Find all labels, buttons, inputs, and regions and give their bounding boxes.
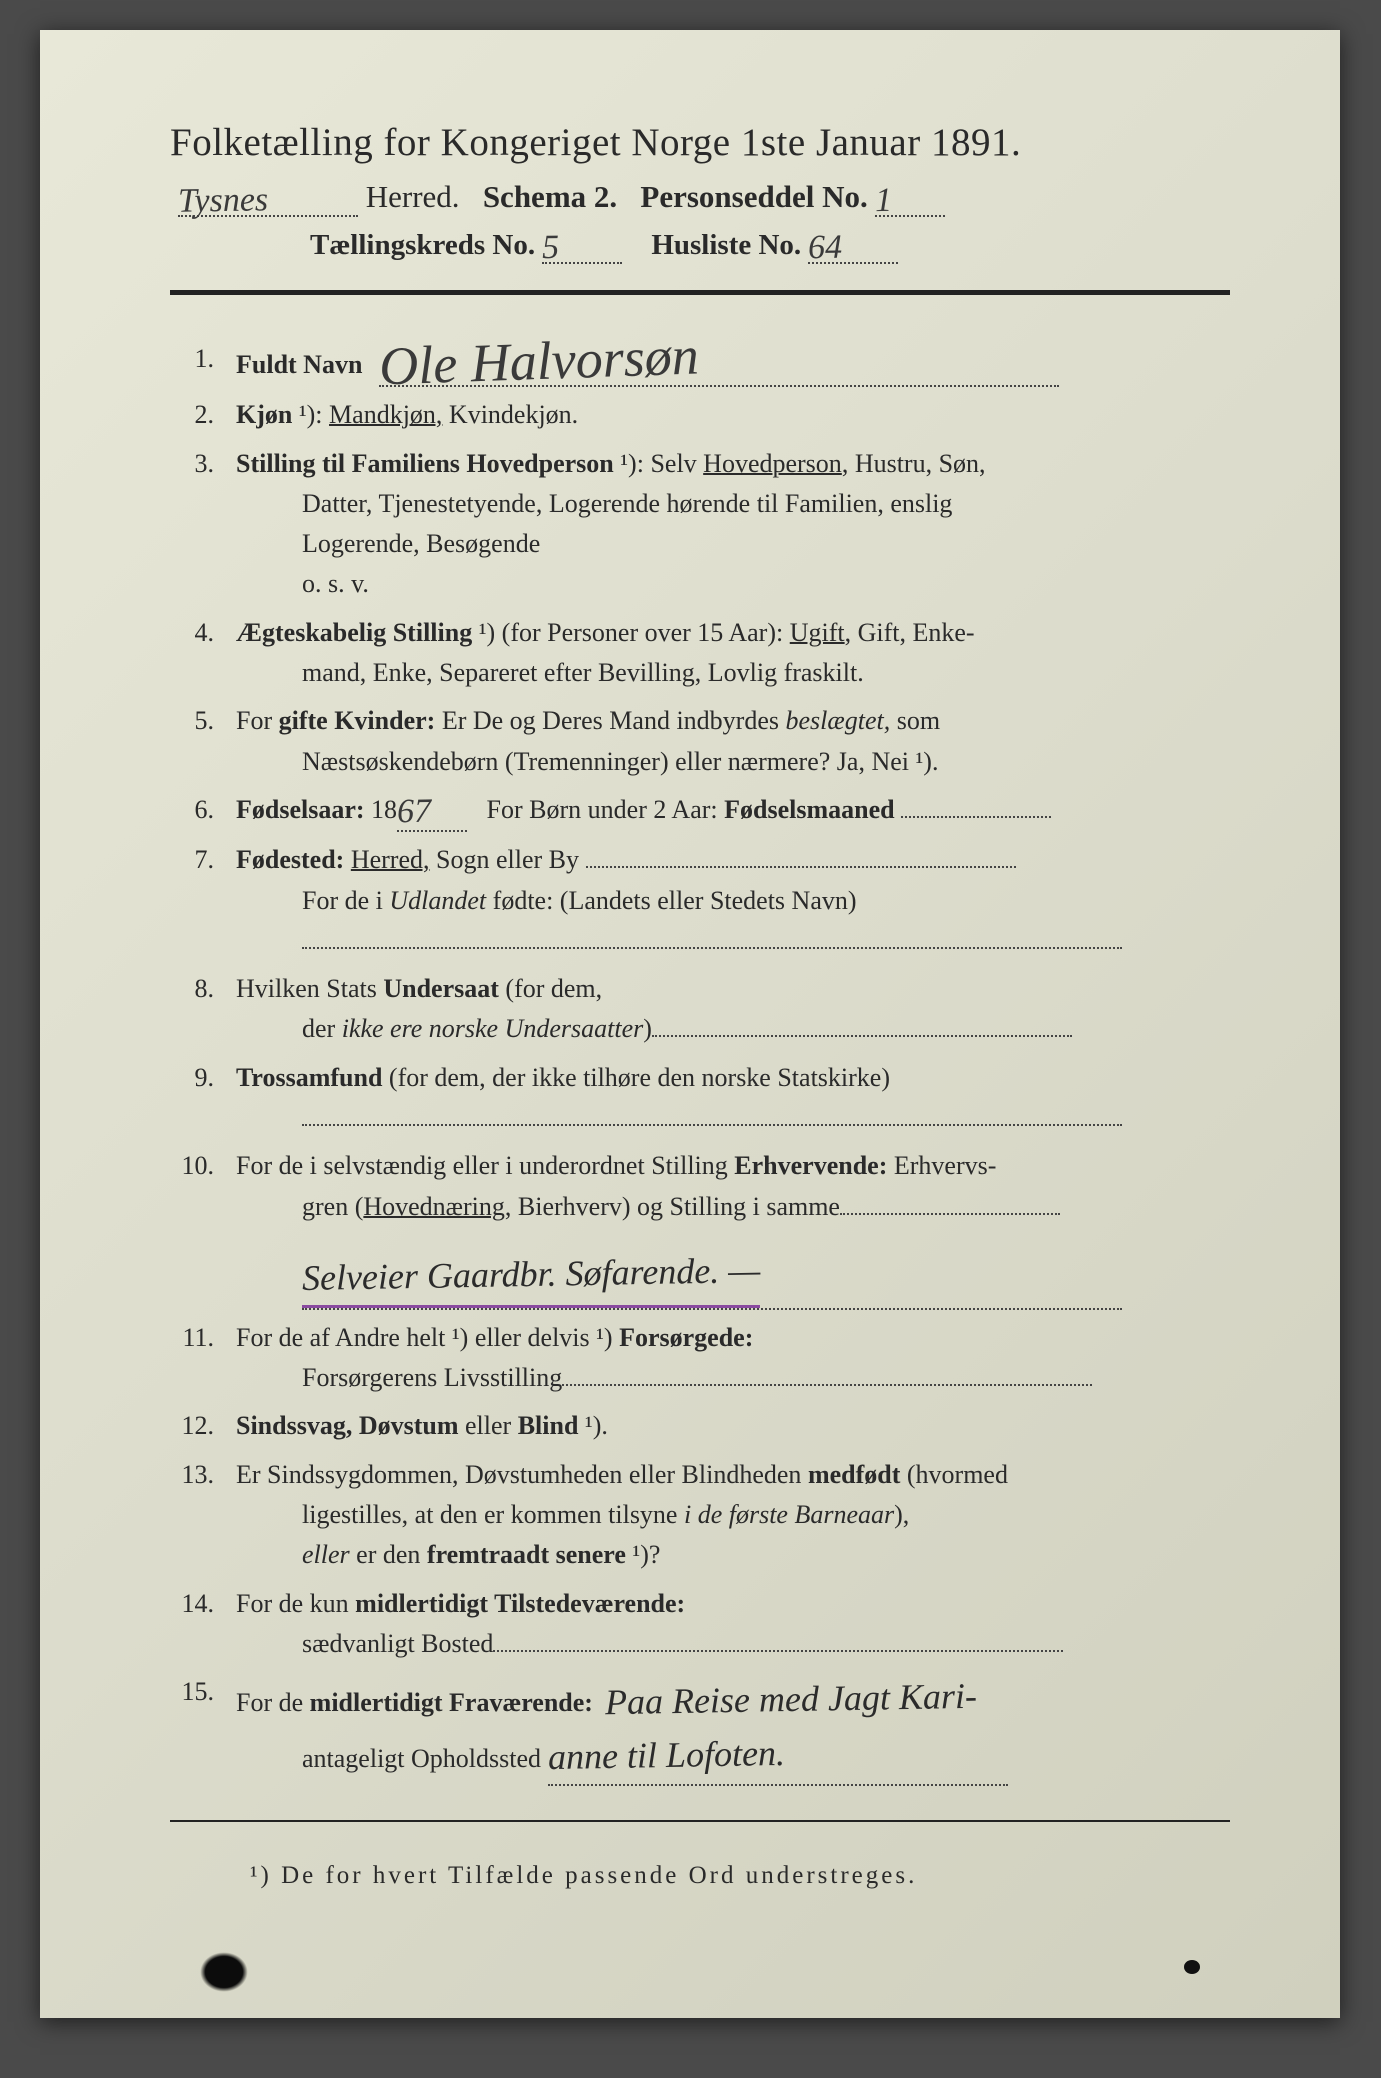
f2-selected: Mandkjøn,: [329, 400, 442, 429]
field-14-present: For de kun midlertidigt Tilstedeværende:…: [170, 1584, 1230, 1665]
f6-label: Fødselsaar:: [236, 795, 365, 824]
f4-selected: Ugift: [790, 618, 845, 647]
field-4-marital: Ægteskabelig Stilling ¹) (for Personer o…: [170, 613, 1230, 694]
field-15-absent: For de midlertidigt Fraværende: Paa Reis…: [170, 1672, 1230, 1786]
personseddel-label: Personseddel No.: [640, 179, 867, 214]
form-header: Folketælling for Kongeriget Norge 1ste J…: [170, 120, 1230, 264]
f7-label: Fødested:: [236, 845, 344, 874]
field-5-married-women: For gifte Kvinder: Er De og Deres Mand i…: [170, 701, 1230, 782]
f7-selected: Herred,: [351, 845, 430, 874]
husliste-label: Husliste No.: [651, 229, 801, 261]
f1-value: Ole Halvorsøn: [379, 339, 699, 383]
field-3-relation: Stilling til Familiens Hovedperson ¹): S…: [170, 444, 1230, 605]
field-12-disability: Sindssvag, Døvstum eller Blind ¹).: [170, 1406, 1230, 1446]
schema-label: Schema 2.: [483, 179, 617, 214]
field-2-sex: Kjøn ¹): Mandkjøn, Kvindekjøn.: [170, 395, 1230, 435]
f4-label: Ægteskabelig Stilling: [236, 618, 472, 647]
absent-value-1: Paa Reise med Jagt Kari-: [605, 1669, 978, 1731]
f2-label: Kjøn: [236, 400, 292, 429]
person-no: 1: [875, 191, 892, 212]
field-1-name: Fuldt Navn Ole Halvorsøn: [170, 339, 1230, 387]
f3-selected: Hovedperson: [703, 449, 842, 478]
field-9-religion: Trossamfund (for dem, der ikke tilhøre d…: [170, 1058, 1230, 1139]
f1-label: Fuldt Navn: [236, 350, 362, 379]
ink-stain: [200, 1952, 248, 1992]
absent-value-2: anne til Lofoten.: [547, 1726, 785, 1786]
field-6-birthyear: Fødselsaar: 1867 For Børn under 2 Aar: F…: [170, 790, 1230, 832]
herred-label: Herred.: [366, 179, 460, 214]
occupation-value: Selveier Gaardbr. Søfarende. —: [302, 1243, 761, 1307]
f3-label: Stilling til Familiens Hovedperson: [236, 449, 614, 478]
field-13-congenital: Er Sindssygdommen, Døvstumheden eller Bl…: [170, 1455, 1230, 1576]
header-line2: Tysnes Herred. Schema 2. Personseddel No…: [178, 179, 1230, 217]
kreds-no: 5: [542, 238, 559, 259]
kreds-label: Tællingskreds No.: [310, 229, 535, 261]
field-11-supported: For de af Andre helt ¹) eller delvis ¹) …: [170, 1318, 1230, 1399]
field-10-occupation: For de i selvstændig eller i underordnet…: [170, 1146, 1230, 1309]
field-8-citizenship: Hvilken Stats Undersaat (for dem, der ik…: [170, 969, 1230, 1050]
field-7-birthplace: Fødested: Herred, Sogn eller By For de i…: [170, 840, 1230, 961]
census-form-page: Folketælling for Kongeriget Norge 1ste J…: [40, 30, 1340, 2018]
birth-year: 67: [397, 802, 431, 823]
field-list: Fuldt Navn Ole Halvorsøn Kjøn ¹): Mandkj…: [170, 339, 1230, 1786]
divider-thin: [170, 1820, 1230, 1822]
header-line3: Tællingskreds No. 5 Husliste No. 64: [310, 229, 1230, 264]
divider-thick: [170, 290, 1230, 295]
ink-spot: [1184, 1960, 1200, 1974]
f2-opt2: Kvindekjøn.: [449, 400, 578, 429]
footnote: ¹) De for hvert Tilfælde passende Ord un…: [250, 1862, 1230, 1890]
herred-value: Tysnes: [178, 190, 268, 212]
main-title: Folketælling for Kongeriget Norge 1ste J…: [170, 120, 1230, 165]
husliste-no: 64: [808, 238, 842, 259]
